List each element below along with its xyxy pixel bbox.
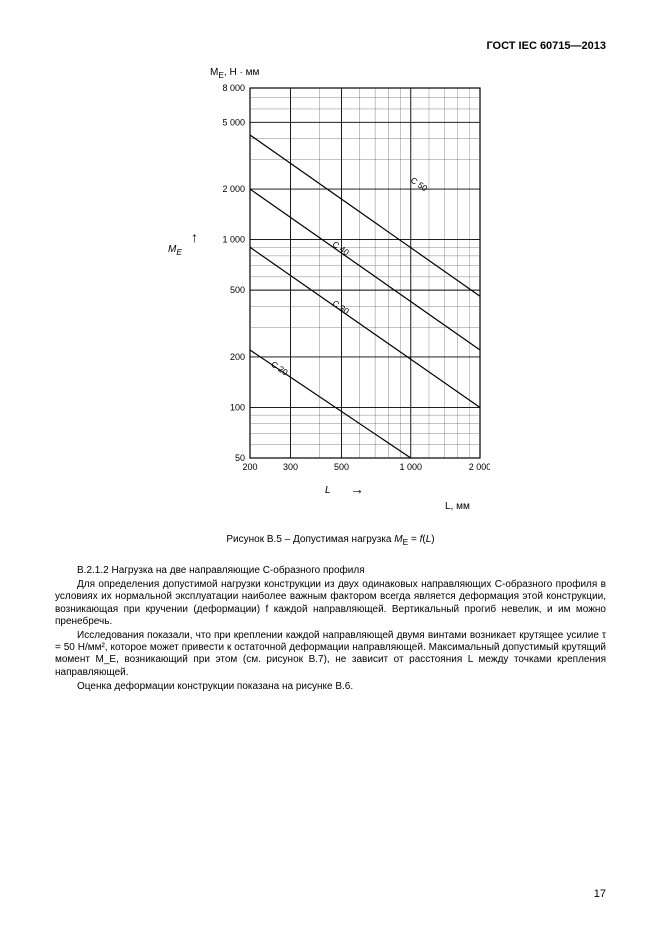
- svg-text:C 40: C 40: [331, 239, 352, 258]
- svg-text:2 000: 2 000: [469, 462, 490, 472]
- svg-text:500: 500: [334, 462, 349, 472]
- chart-svg: 501002005001 0002 0005 0008 000200300500…: [210, 84, 490, 474]
- page-number: 17: [594, 888, 606, 900]
- x-axis-label: L: [325, 485, 331, 496]
- body-text: B.2.1.2 Нагрузка на две направляющие С-о…: [55, 565, 606, 693]
- svg-text:5 000: 5 000: [222, 117, 245, 127]
- x-axis-unit: L, мм: [445, 501, 606, 512]
- svg-text:8 000: 8 000: [222, 84, 245, 93]
- chart-area: ME ↑ 501002005001 0002 0005 0008 0002003…: [210, 84, 606, 477]
- y-axis-arrow-icon: ↑: [191, 229, 198, 245]
- y-axis-label: ME: [168, 244, 182, 257]
- para-2: Исследования показали, что при креплении…: [55, 630, 606, 679]
- svg-text:1 000: 1 000: [399, 462, 422, 472]
- svg-text:200: 200: [230, 352, 245, 362]
- y-axis-title: ME, Н · мм: [210, 67, 606, 80]
- svg-text:C 30: C 30: [331, 298, 352, 317]
- svg-text:100: 100: [230, 402, 245, 412]
- svg-text:300: 300: [283, 462, 298, 472]
- para-1: Для определения допустимой нагрузки конс…: [55, 579, 606, 628]
- figure-caption: Рисунок В.5 – Допустимая нагрузка ME = f…: [55, 534, 606, 547]
- svg-text:500: 500: [230, 285, 245, 295]
- svg-text:200: 200: [242, 462, 257, 472]
- doc-header: ГОСТ IEC 60715—2013: [55, 40, 606, 52]
- section-title: B.2.1.2 Нагрузка на две направляющие С-о…: [55, 565, 606, 577]
- svg-text:C 50: C 50: [409, 175, 430, 194]
- x-axis-arrow-icon: →: [350, 481, 364, 497]
- svg-text:1 000: 1 000: [222, 235, 245, 245]
- svg-text:2 000: 2 000: [222, 184, 245, 194]
- para-3: Оценка деформации конструкции показана н…: [55, 681, 606, 693]
